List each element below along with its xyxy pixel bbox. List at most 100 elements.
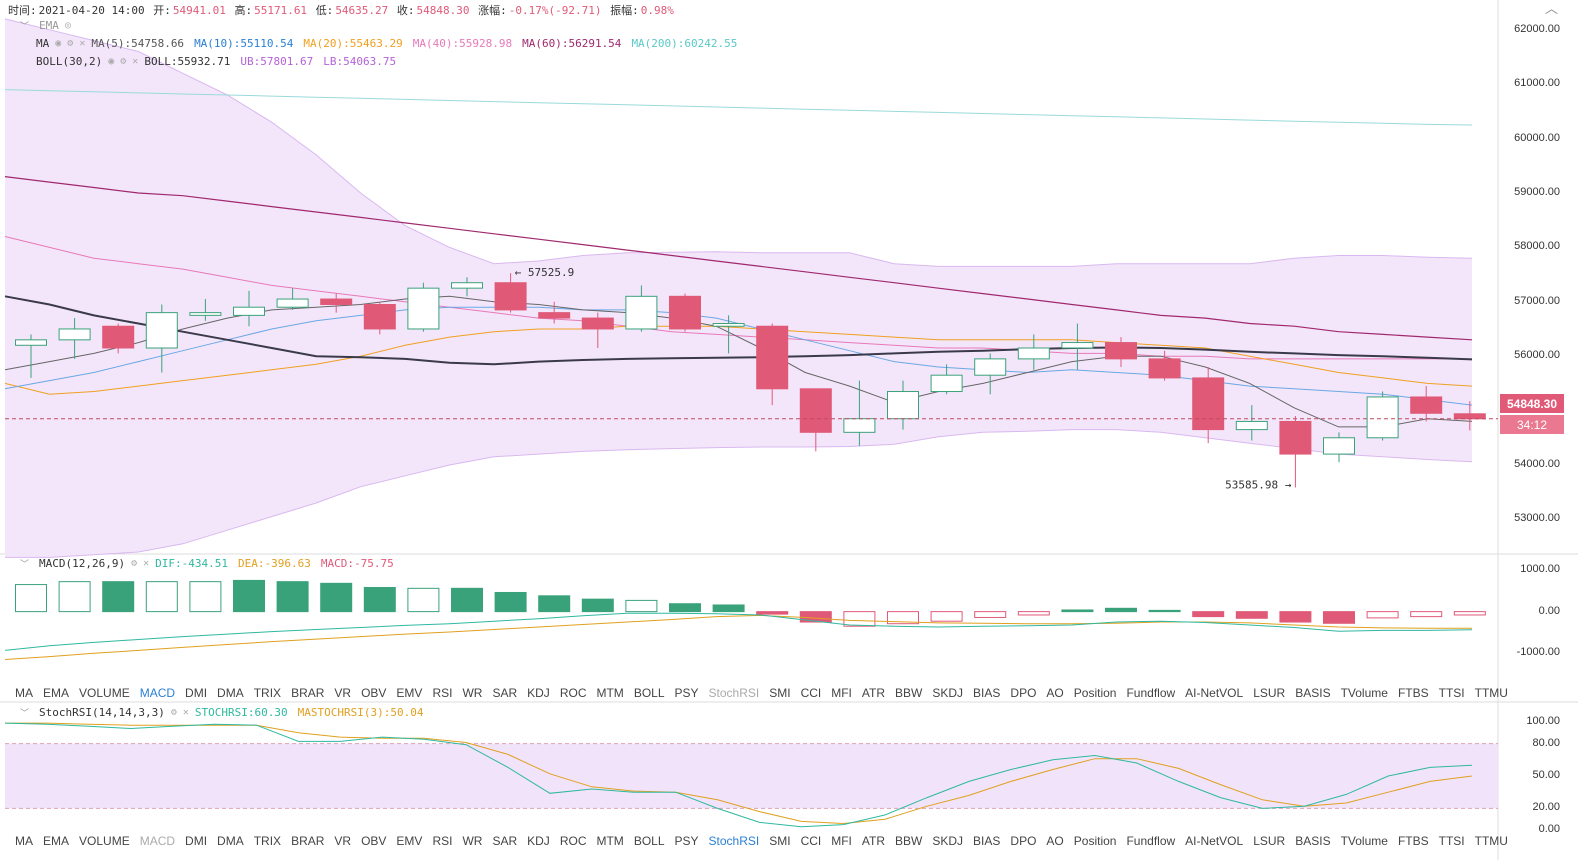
tab-boll[interactable]: BOLL	[633, 686, 665, 700]
tab-emv[interactable]: EMV	[396, 834, 423, 848]
tab-rsi[interactable]: RSI	[432, 834, 453, 848]
tab-cci[interactable]: CCI	[800, 834, 822, 848]
tab-kdj[interactable]: KDJ	[527, 686, 550, 700]
tab-rsi[interactable]: RSI	[432, 686, 453, 700]
tab-bbw[interactable]: BBW	[895, 834, 923, 848]
tab-ftbs[interactable]: FTBS	[1397, 834, 1429, 848]
tab-mfi[interactable]: MFI	[831, 834, 852, 848]
tab-dpo[interactable]: DPO	[1010, 834, 1037, 848]
tab-dmi[interactable]: DMI	[185, 686, 208, 700]
tab-basis[interactable]: BASIS	[1295, 686, 1331, 700]
tab-ttsi[interactable]: TTSI	[1438, 686, 1465, 700]
boll-legend[interactable]: BOLL(30,2) ◉ ⚙ ✕ BOLL:55932.71 UB:57801.6…	[36, 55, 396, 68]
tab-mtm[interactable]: MTM	[596, 686, 624, 700]
tab-wr[interactable]: WR	[462, 686, 483, 700]
tab-basis[interactable]: BASIS	[1295, 834, 1331, 848]
tab-ttmu[interactable]: TTMU	[1474, 834, 1508, 848]
tab-roc[interactable]: ROC	[559, 686, 587, 700]
collapse-icon[interactable]: ︿	[1545, 1, 1559, 16]
tab-sar[interactable]: SAR	[492, 686, 518, 700]
gear-icon[interactable]: ⚙	[67, 38, 74, 49]
tab-wr[interactable]: WR	[462, 834, 483, 848]
tab-ftbs[interactable]: FTBS	[1397, 686, 1429, 700]
tab-cci[interactable]: CCI	[800, 686, 822, 700]
close-icon[interactable]: ✕	[79, 38, 86, 49]
chevron-down-icon[interactable]: ﹀	[20, 22, 30, 32]
tab-atr[interactable]: ATR	[861, 686, 886, 700]
tab-trix[interactable]: TRIX	[253, 686, 282, 700]
tab-ema[interactable]: EMA	[43, 834, 70, 848]
tab-dma[interactable]: DMA	[217, 686, 244, 700]
tab-macd[interactable]: MACD	[139, 834, 176, 848]
tab-position[interactable]: Position	[1073, 834, 1117, 848]
tab-mfi[interactable]: MFI	[831, 686, 852, 700]
tab-boll[interactable]: BOLL	[633, 834, 665, 848]
tab-tvolume[interactable]: TVolume	[1340, 686, 1388, 700]
tab-psy[interactable]: PSY	[674, 834, 699, 848]
tab-ttsi[interactable]: TTSI	[1438, 834, 1465, 848]
tab-dmi[interactable]: DMI	[185, 834, 208, 848]
price-tick-label: 58000.00	[1514, 240, 1560, 253]
tab-vr[interactable]: VR	[334, 686, 352, 700]
tab-trix[interactable]: TRIX	[253, 834, 282, 848]
tab-ao[interactable]: AO	[1046, 686, 1064, 700]
tab-tvolume[interactable]: TVolume	[1340, 834, 1388, 848]
tab-volume[interactable]: VOLUME	[79, 686, 130, 700]
tab-bias[interactable]: BIAS	[973, 686, 1001, 700]
chevron-down-icon[interactable]: ﹀	[20, 560, 30, 570]
gear-icon[interactable]: ⚙	[170, 707, 177, 718]
tab-ai-netvol[interactable]: AI-NetVOL	[1185, 834, 1244, 848]
tab-ai-netvol[interactable]: AI-NetVOL	[1185, 686, 1244, 700]
tab-stochrsi[interactable]: StochRSI	[708, 834, 760, 848]
tab-bbw[interactable]: BBW	[895, 686, 923, 700]
tab-position[interactable]: Position	[1073, 686, 1117, 700]
tab-stochrsi[interactable]: StochRSI	[708, 686, 760, 700]
tab-volume[interactable]: VOLUME	[79, 834, 130, 848]
eye-off-icon[interactable]: ◎	[64, 20, 71, 31]
tab-ema[interactable]: EMA	[43, 686, 70, 700]
tab-vr[interactable]: VR	[334, 834, 352, 848]
chevron-down-icon[interactable]: ﹀	[20, 709, 30, 719]
tab-ma[interactable]: MA	[15, 834, 33, 848]
tab-atr[interactable]: ATR	[861, 834, 886, 848]
tab-fundflow[interactable]: Fundflow	[1126, 686, 1176, 700]
tab-skdj[interactable]: SKDJ	[932, 834, 964, 848]
candle-up	[1323, 437, 1355, 455]
eye-icon[interactable]: ◉	[55, 38, 62, 49]
tab-smi[interactable]: SMI	[769, 834, 791, 848]
tab-lsur[interactable]: LSUR	[1253, 834, 1286, 848]
ma-legend[interactable]: MA ◉ ⚙ ✕ MA(5):54758.66 MA(10):55110.54 MA…	[36, 37, 737, 50]
macd-legend[interactable]: ﹀ MACD(12,26,9) ⚙ ✕ DIF:-434.51 DEA:-396.…	[20, 557, 394, 570]
ema-legend[interactable]: ﹀ EMA ◎	[20, 19, 71, 32]
close-icon[interactable]: ✕	[143, 558, 150, 569]
eye-icon[interactable]: ◉	[108, 56, 115, 67]
tab-psy[interactable]: PSY	[674, 686, 699, 700]
tab-emv[interactable]: EMV	[396, 686, 423, 700]
tab-roc[interactable]: ROC	[559, 834, 587, 848]
tab-kdj[interactable]: KDJ	[527, 834, 550, 848]
tab-smi[interactable]: SMI	[769, 686, 791, 700]
gear-icon[interactable]: ⚙	[120, 56, 127, 67]
tab-ttmu[interactable]: TTMU	[1474, 686, 1508, 700]
tab-macd[interactable]: MACD	[139, 686, 176, 700]
tab-dma[interactable]: DMA	[217, 834, 244, 848]
tab-mtm[interactable]: MTM	[596, 834, 624, 848]
tab-dpo[interactable]: DPO	[1010, 686, 1037, 700]
tab-brar[interactable]: BRAR	[291, 834, 325, 848]
tab-fundflow[interactable]: Fundflow	[1126, 834, 1176, 848]
tab-ma[interactable]: MA	[15, 686, 33, 700]
close-icon[interactable]: ✕	[182, 707, 189, 718]
tab-lsur[interactable]: LSUR	[1253, 686, 1286, 700]
gear-icon[interactable]: ⚙	[131, 558, 138, 569]
tab-brar[interactable]: BRAR	[291, 686, 325, 700]
tab-ao[interactable]: AO	[1046, 834, 1064, 848]
tab-skdj[interactable]: SKDJ	[932, 686, 964, 700]
tab-obv[interactable]: OBV	[361, 686, 387, 700]
tab-obv[interactable]: OBV	[361, 834, 387, 848]
close-icon[interactable]: ✕	[132, 56, 139, 67]
change-label: 涨幅:	[478, 4, 507, 17]
stochrsi-legend[interactable]: ﹀ StochRSI(14,14,3,3) ⚙ ✕ STOCHRSI:60.30…	[20, 706, 423, 719]
tab-sar[interactable]: SAR	[492, 834, 518, 848]
tab-bias[interactable]: BIAS	[973, 834, 1001, 848]
